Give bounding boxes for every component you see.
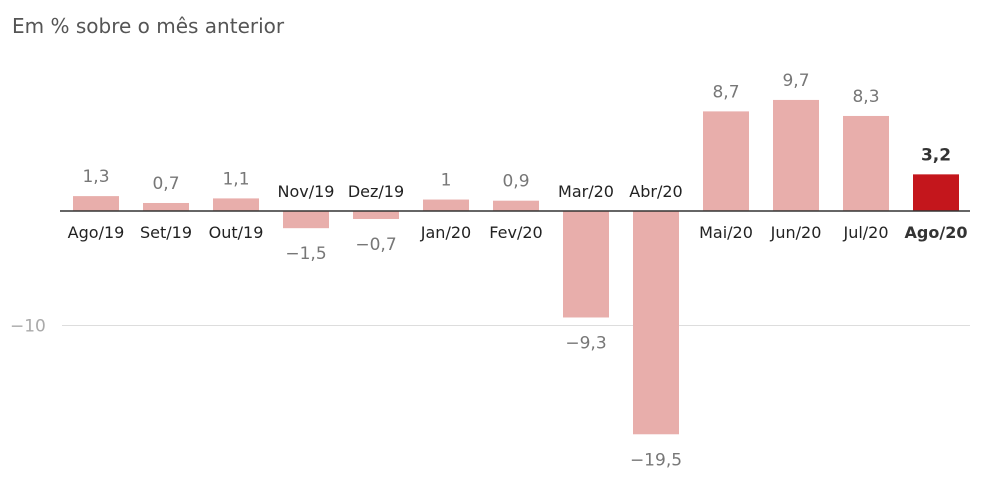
bar (73, 196, 119, 211)
category-label: Jun/20 (770, 223, 822, 242)
data-label: 0,9 (502, 172, 529, 192)
bar (213, 198, 259, 211)
category-label: Jan/20 (420, 223, 471, 242)
data-label: 8,7 (712, 82, 739, 102)
bar (353, 211, 399, 220)
bar (843, 115, 889, 211)
data-label: −19,5 (630, 450, 682, 470)
bar (703, 111, 749, 211)
data-label: 1,3 (82, 167, 109, 187)
bar (493, 200, 539, 211)
data-label: −0,7 (355, 235, 396, 255)
data-label: 0,7 (152, 174, 179, 194)
category-label: Nov/19 (278, 182, 335, 201)
category-label: Jul/20 (842, 223, 888, 242)
bar (633, 211, 679, 435)
bar (563, 211, 609, 318)
data-label: 3,2 (921, 145, 951, 165)
data-label: 1,1 (222, 169, 249, 189)
category-label: Set/19 (140, 223, 192, 242)
category-label: Mai/20 (699, 223, 753, 242)
category-label: Fev/20 (489, 223, 542, 242)
category-label: Ago/20 (905, 223, 968, 242)
bar (283, 211, 329, 229)
data-label: −1,5 (285, 244, 326, 264)
data-label: 1 (441, 171, 452, 191)
bar (143, 202, 189, 211)
bar (773, 99, 819, 211)
bar (913, 174, 959, 211)
bar (423, 199, 469, 211)
chart-subtitle: Em % sobre o mês anterior (12, 14, 285, 38)
y-tick-label: −10 (10, 317, 46, 337)
category-label: Mar/20 (558, 182, 614, 201)
data-label: −9,3 (565, 333, 606, 353)
category-label: Abr/20 (629, 182, 682, 201)
category-label: Dez/19 (348, 182, 404, 201)
data-label: 8,3 (852, 87, 879, 107)
data-label: 9,7 (782, 71, 809, 91)
category-label: Out/19 (209, 223, 264, 242)
category-label: Ago/19 (68, 223, 125, 242)
